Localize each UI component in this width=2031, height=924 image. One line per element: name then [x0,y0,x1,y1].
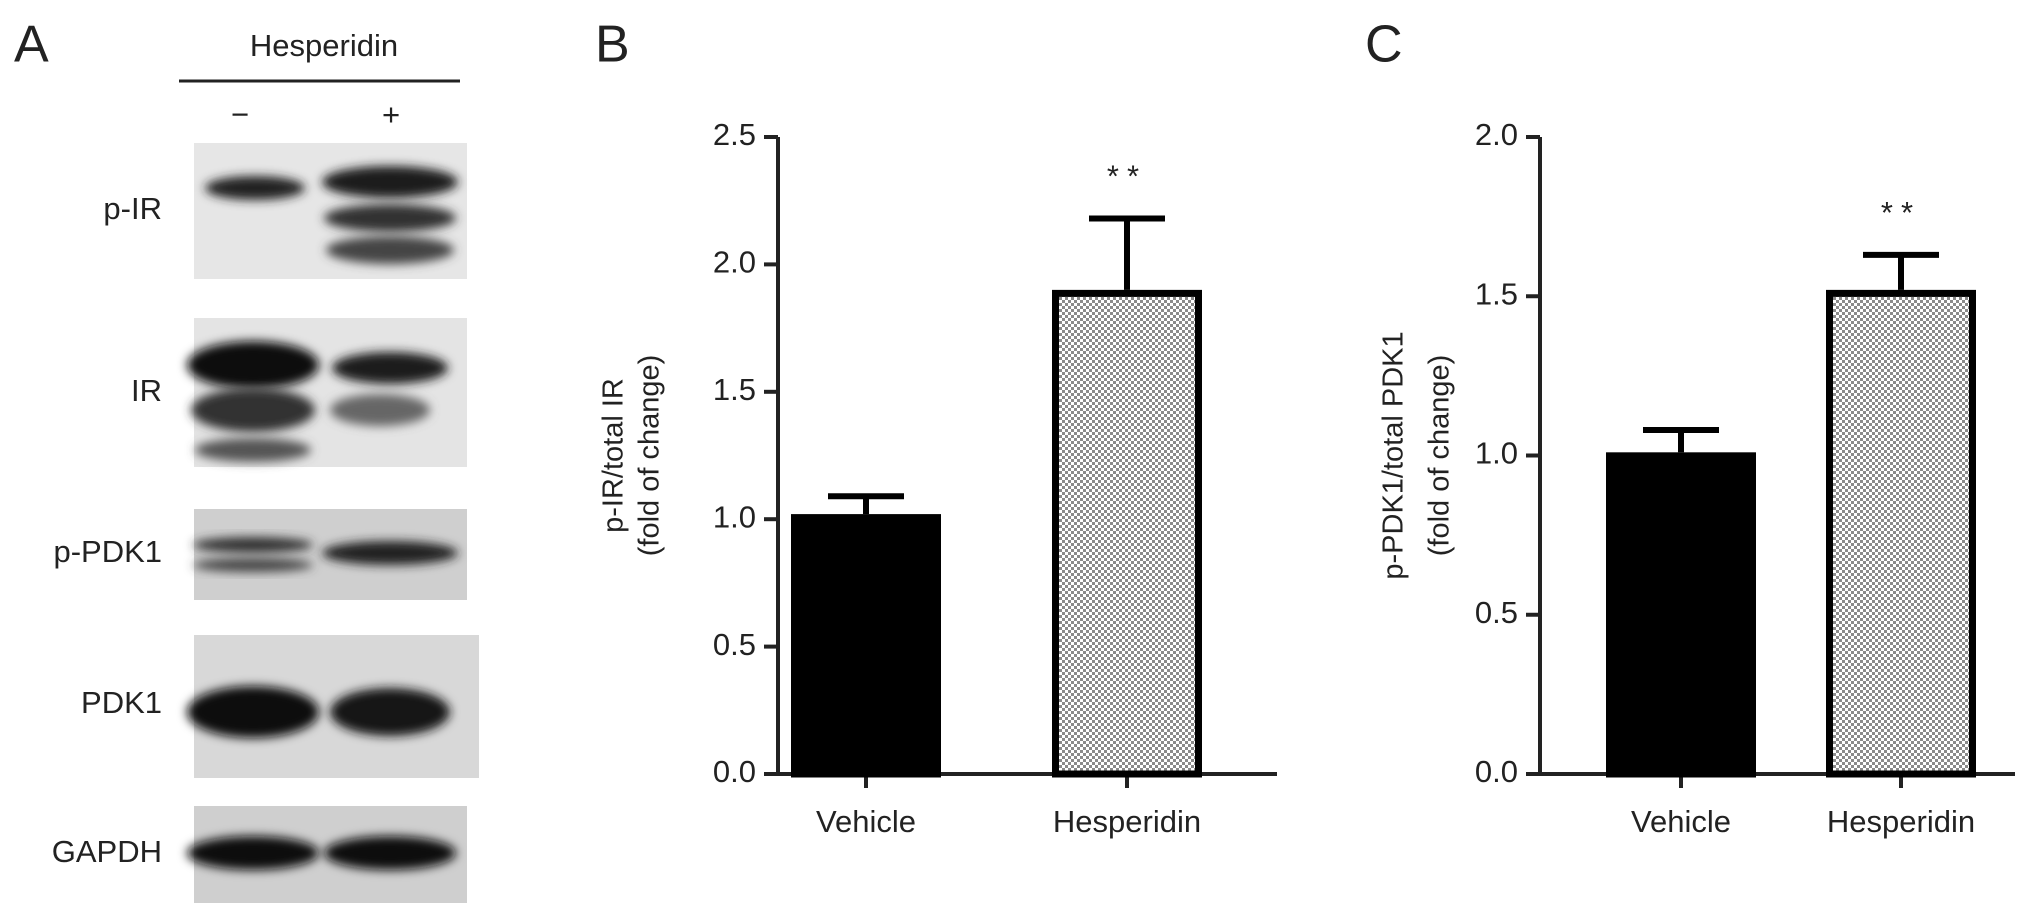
band-label: p-IR [103,191,162,226]
y-tick-label: 1.0 [1475,436,1518,471]
significance: ** [1881,195,1921,230]
lane-label: − [231,97,249,132]
y-axis-label: p-PDK1/total PDK1 [1378,331,1410,579]
band-label: PDK1 [81,685,162,720]
band-label: p-PDK1 [53,534,162,569]
y-tick-label: 1.0 [713,499,756,534]
y-axis-label: (fold of change) [1424,355,1456,557]
y-tick-label: 0.5 [713,627,756,662]
panel-label: C [1365,16,1403,74]
x-tick-label: Hesperidin [1827,804,1975,839]
treatment-label: Hesperidin [250,28,398,63]
y-tick-label: 2.0 [1475,117,1518,152]
y-tick-label: 0.0 [1475,754,1518,789]
y-axis-label: (fold of change) [634,355,666,557]
x-tick-label: Hesperidin [1053,804,1201,839]
bar [791,514,941,778]
y-tick-label: 0.0 [713,754,756,789]
lane-label: + [382,97,400,132]
panel-label: A [14,16,49,74]
blot-images [187,143,479,903]
panel-label: B [595,16,630,74]
bar [1606,452,1756,778]
y-tick-label: 1.5 [1475,276,1518,311]
x-tick-label: Vehicle [1631,804,1731,839]
bar [1826,289,1976,778]
y-tick-label: 1.5 [713,372,756,407]
bar [1052,289,1202,778]
y-axis-label: p-IR/total IR [598,378,630,533]
significance: ** [1107,159,1147,194]
band-label: IR [131,373,162,408]
y-tick-label: 2.0 [713,245,756,280]
x-tick-label: Vehicle [816,804,916,839]
band-label: GAPDH [52,834,162,869]
y-tick-label: 0.5 [1475,595,1518,630]
y-tick-label: 2.5 [713,117,756,152]
